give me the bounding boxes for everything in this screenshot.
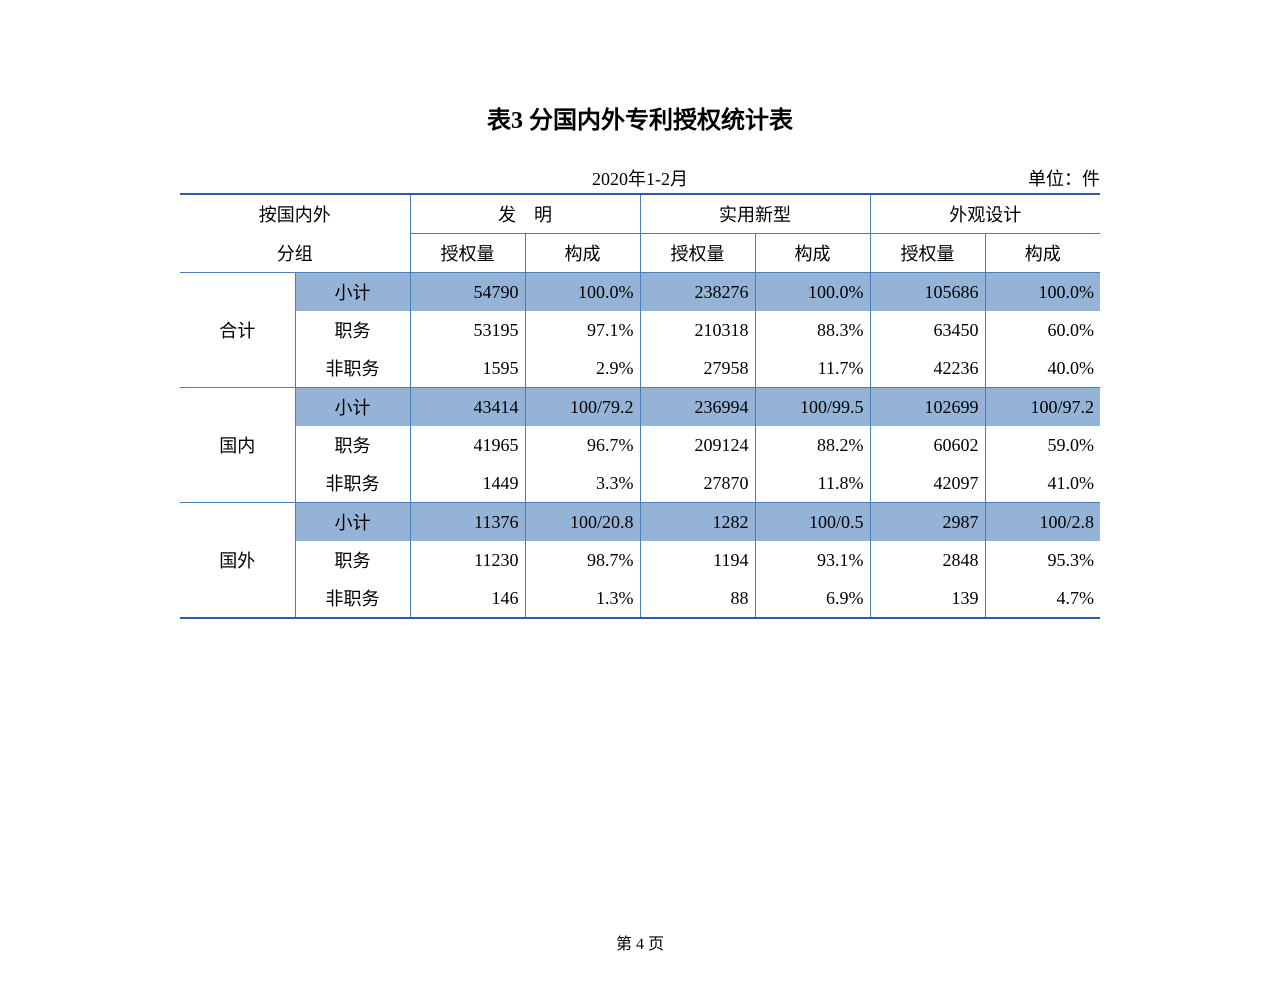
row-label: 非职务 bbox=[295, 349, 410, 388]
cell-value: 54790 bbox=[410, 273, 525, 312]
cell-value: 3.3% bbox=[525, 464, 640, 503]
row-label: 职务 bbox=[295, 311, 410, 349]
cell-value: 210318 bbox=[640, 311, 755, 349]
cell-value: 102699 bbox=[870, 388, 985, 427]
row-label: 非职务 bbox=[295, 464, 410, 503]
unit-label: 单位：件 bbox=[1028, 165, 1100, 191]
cell-value: 100/79.2 bbox=[525, 388, 640, 427]
cell-value: 4.7% bbox=[985, 579, 1100, 618]
cell-value: 105686 bbox=[870, 273, 985, 312]
patent-table: 按国内外 发 明 实用新型 外观设计 分组 授权量 构成 授权量 构成 授权量 … bbox=[180, 193, 1100, 619]
cell-value: 88 bbox=[640, 579, 755, 618]
cell-value: 96.7% bbox=[525, 426, 640, 464]
cell-value: 42236 bbox=[870, 349, 985, 388]
cell-value: 60.0% bbox=[985, 311, 1100, 349]
cell-value: 2848 bbox=[870, 541, 985, 579]
cell-value: 1449 bbox=[410, 464, 525, 503]
table-row: 非职务15952.9%2795811.7%4223640.0% bbox=[180, 349, 1100, 388]
cell-value: 146 bbox=[410, 579, 525, 618]
cell-value: 42097 bbox=[870, 464, 985, 503]
meta-row: 2020年1-2月 单位：件 bbox=[180, 165, 1100, 189]
header-row-2: 分组 授权量 构成 授权量 构成 授权量 构成 bbox=[180, 234, 1100, 273]
group-name: 国外 bbox=[180, 503, 295, 619]
cell-value: 100.0% bbox=[525, 273, 640, 312]
cell-value: 1282 bbox=[640, 503, 755, 542]
row-label: 小计 bbox=[295, 273, 410, 312]
cell-value: 1.3% bbox=[525, 579, 640, 618]
cell-value: 88.3% bbox=[755, 311, 870, 349]
group-name: 合计 bbox=[180, 273, 295, 388]
cell-value: 6.9% bbox=[755, 579, 870, 618]
hdr-sub-10: 授权量 bbox=[640, 234, 755, 273]
hdr-cat-1: 实用新型 bbox=[640, 194, 870, 234]
page-footer: 第 4 页 bbox=[0, 930, 1280, 954]
row-label: 小计 bbox=[295, 503, 410, 542]
table-row: 职务5319597.1%21031888.3%6345060.0% bbox=[180, 311, 1100, 349]
cell-value: 100.0% bbox=[985, 273, 1100, 312]
cell-value: 63450 bbox=[870, 311, 985, 349]
cell-value: 100/99.5 bbox=[755, 388, 870, 427]
table-row: 国外小计11376100/20.81282100/0.52987100/2.8 bbox=[180, 503, 1100, 542]
table-row: 合计小计54790100.0%238276100.0%105686100.0% bbox=[180, 273, 1100, 312]
hdr-cat-2: 外观设计 bbox=[870, 194, 1100, 234]
cell-value: 59.0% bbox=[985, 426, 1100, 464]
cell-value: 11376 bbox=[410, 503, 525, 542]
row-label: 非职务 bbox=[295, 579, 410, 618]
cell-value: 93.1% bbox=[755, 541, 870, 579]
cell-value: 11230 bbox=[410, 541, 525, 579]
page: 表3 分国内外专利授权统计表 2020年1-2月 单位：件 按国内外 发 明 实… bbox=[0, 100, 1280, 619]
hdr-group-l2: 分组 bbox=[180, 234, 410, 273]
cell-value: 27958 bbox=[640, 349, 755, 388]
cell-value: 11.7% bbox=[755, 349, 870, 388]
cell-value: 1595 bbox=[410, 349, 525, 388]
cell-value: 41.0% bbox=[985, 464, 1100, 503]
cell-value: 100/20.8 bbox=[525, 503, 640, 542]
table-title: 表3 分国内外专利授权统计表 bbox=[0, 100, 1280, 135]
hdr-cat-0: 发 明 bbox=[410, 194, 640, 234]
cell-value: 53195 bbox=[410, 311, 525, 349]
table-row: 非职务1461.3%886.9%1394.7% bbox=[180, 579, 1100, 618]
cell-value: 95.3% bbox=[985, 541, 1100, 579]
cell-value: 2987 bbox=[870, 503, 985, 542]
hdr-sub-00: 授权量 bbox=[410, 234, 525, 273]
cell-value: 43414 bbox=[410, 388, 525, 427]
hdr-sub-20: 授权量 bbox=[870, 234, 985, 273]
row-label: 职务 bbox=[295, 541, 410, 579]
hdr-sub-11: 构成 bbox=[755, 234, 870, 273]
cell-value: 41965 bbox=[410, 426, 525, 464]
table-row: 职务4196596.7%20912488.2%6060259.0% bbox=[180, 426, 1100, 464]
cell-value: 27870 bbox=[640, 464, 755, 503]
period-label: 2020年1-2月 bbox=[180, 165, 1100, 191]
row-label: 小计 bbox=[295, 388, 410, 427]
cell-value: 139 bbox=[870, 579, 985, 618]
cell-value: 1194 bbox=[640, 541, 755, 579]
hdr-sub-01: 构成 bbox=[525, 234, 640, 273]
cell-value: 40.0% bbox=[985, 349, 1100, 388]
cell-value: 100.0% bbox=[755, 273, 870, 312]
cell-value: 236994 bbox=[640, 388, 755, 427]
cell-value: 11.8% bbox=[755, 464, 870, 503]
cell-value: 2.9% bbox=[525, 349, 640, 388]
group-name: 国内 bbox=[180, 388, 295, 503]
cell-value: 60602 bbox=[870, 426, 985, 464]
table-row: 非职务14493.3%2787011.8%4209741.0% bbox=[180, 464, 1100, 503]
cell-value: 98.7% bbox=[525, 541, 640, 579]
cell-value: 238276 bbox=[640, 273, 755, 312]
cell-value: 100/2.8 bbox=[985, 503, 1100, 542]
cell-value: 97.1% bbox=[525, 311, 640, 349]
hdr-sub-21: 构成 bbox=[985, 234, 1100, 273]
table-row: 国内小计43414100/79.2236994100/99.5102699100… bbox=[180, 388, 1100, 427]
header-row-1: 按国内外 发 明 实用新型 外观设计 bbox=[180, 194, 1100, 234]
row-label: 职务 bbox=[295, 426, 410, 464]
hdr-group-l1: 按国内外 bbox=[180, 194, 410, 234]
cell-value: 209124 bbox=[640, 426, 755, 464]
cell-value: 88.2% bbox=[755, 426, 870, 464]
cell-value: 100/97.2 bbox=[985, 388, 1100, 427]
table-row: 职务1123098.7%119493.1%284895.3% bbox=[180, 541, 1100, 579]
cell-value: 100/0.5 bbox=[755, 503, 870, 542]
